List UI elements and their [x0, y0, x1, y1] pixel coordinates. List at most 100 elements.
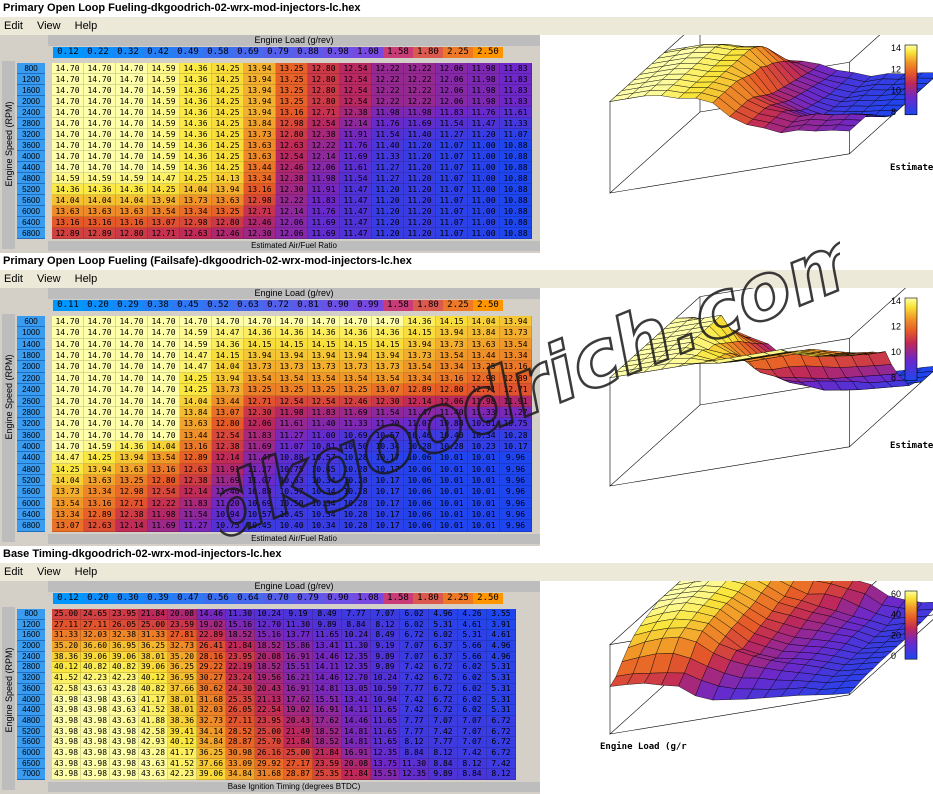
table-cell[interactable]: 26.05: [226, 705, 255, 716]
table-cell[interactable]: 14.70: [116, 372, 148, 385]
table-cell[interactable]: 10.57: [276, 486, 308, 498]
table-cell[interactable]: 13.63: [212, 195, 244, 206]
table-cell[interactable]: 10.01: [436, 509, 468, 521]
table-cell[interactable]: 11.83: [244, 429, 276, 441]
table-cell[interactable]: 11.20: [372, 228, 404, 239]
load-axis-cell[interactable]: 0.47: [173, 593, 203, 604]
table-cell[interactable]: 9.96: [500, 486, 532, 498]
table-cell[interactable]: 13.44: [180, 429, 212, 441]
table-cell[interactable]: 20.08: [342, 758, 371, 770]
table-cell[interactable]: 13.94: [340, 350, 372, 362]
table-cell[interactable]: 23.95: [110, 609, 139, 620]
table-cell[interactable]: 10.94: [371, 694, 400, 706]
table-cell[interactable]: 14.70: [116, 350, 148, 362]
table-cell[interactable]: 13.16: [244, 184, 276, 195]
table-cell[interactable]: 25.00: [284, 747, 313, 759]
table-cell[interactable]: 12.22: [148, 497, 180, 510]
table-cell[interactable]: 14.70: [84, 118, 116, 129]
table-cell[interactable]: 16.21: [284, 673, 313, 684]
table-cell[interactable]: 10.06: [404, 452, 436, 464]
table-cell[interactable]: 14.70: [84, 406, 116, 419]
table-cell[interactable]: 14.59: [148, 129, 180, 140]
table-cell[interactable]: 14.36: [116, 440, 148, 453]
table-cell[interactable]: 6.02: [458, 705, 487, 716]
table-cell[interactable]: 14.36: [212, 338, 244, 351]
table-cell[interactable]: 13.73: [244, 361, 276, 373]
table-cell[interactable]: 14.70: [84, 107, 116, 118]
table-cell[interactable]: 13.54: [372, 372, 404, 385]
table-cell[interactable]: 11.54: [436, 118, 468, 129]
table-cell[interactable]: 10.06: [404, 520, 436, 532]
table-cell[interactable]: 11.07: [436, 217, 468, 228]
table-cell[interactable]: 11.07: [436, 228, 468, 239]
table-cell[interactable]: 4.96: [487, 641, 516, 652]
load-axis-cell[interactable]: 0.90: [323, 300, 353, 311]
table-cell[interactable]: 11.20: [404, 228, 436, 239]
table-cell[interactable]: 14.25: [148, 184, 180, 195]
table-cell[interactable]: 25.00: [52, 609, 81, 620]
table-cell[interactable]: 7.07: [400, 641, 429, 652]
table-cell[interactable]: 11.00: [468, 217, 500, 228]
load-axis-cell[interactable]: 0.79: [293, 593, 323, 604]
table-cell[interactable]: 14.36: [340, 327, 372, 339]
table-cell[interactable]: 6.02: [429, 630, 458, 642]
table-cell[interactable]: 14.70: [84, 129, 116, 140]
rpm-axis-cell[interactable]: 2000: [17, 96, 45, 107]
table-cell[interactable]: 40.12: [52, 662, 81, 674]
table-cell[interactable]: 31.68: [197, 694, 226, 706]
table-cell[interactable]: 12.71: [148, 228, 180, 239]
table-cell[interactable]: 8.12: [400, 737, 429, 748]
table-cell[interactable]: 6.72: [487, 747, 516, 759]
table-cell[interactable]: 12.80: [276, 129, 308, 140]
table-cell[interactable]: 10.75: [276, 463, 308, 476]
table-cell[interactable]: 7.77: [400, 683, 429, 695]
table-cell[interactable]: 8.12: [487, 769, 516, 780]
table-cell[interactable]: 10.63: [276, 475, 308, 487]
table-cell[interactable]: 10.28: [340, 509, 372, 521]
table-cell[interactable]: 13.94: [148, 195, 180, 206]
table-cell[interactable]: 14.70: [52, 429, 84, 441]
table-cell[interactable]: 42.23: [110, 673, 139, 684]
table-cell[interactable]: 12.80: [148, 475, 180, 487]
table-cell[interactable]: 14.70: [148, 395, 180, 407]
table-cell[interactable]: 13.16: [276, 107, 308, 118]
table-cell[interactable]: 10.88: [500, 151, 532, 162]
load-axis-cell[interactable]: 0.79: [263, 47, 293, 58]
table-cell[interactable]: 11.98: [148, 509, 180, 521]
table-cell[interactable]: 31.33: [52, 630, 81, 642]
table-cell[interactable]: 10.23: [468, 440, 500, 453]
table-cell[interactable]: 10.01: [468, 452, 500, 464]
table-cell[interactable]: 11.69: [308, 228, 340, 239]
table-cell[interactable]: 11.07: [436, 184, 468, 195]
table-cell[interactable]: 11.20: [404, 217, 436, 228]
rpm-axis-cell[interactable]: 2400: [17, 384, 45, 396]
table-cell[interactable]: 12.14: [404, 395, 436, 407]
table-cell[interactable]: 11.00: [468, 228, 500, 239]
table-cell[interactable]: 10.34: [372, 440, 404, 453]
table-cell[interactable]: 11.20: [212, 497, 244, 510]
table-cell[interactable]: 13.73: [244, 129, 276, 140]
table-cell[interactable]: 10.24: [371, 673, 400, 684]
table-cell[interactable]: 7.77: [400, 715, 429, 727]
table-cell[interactable]: 14.36: [180, 85, 212, 96]
load-axis-cell[interactable]: 0.72: [263, 300, 293, 311]
table-cell[interactable]: 30.62: [197, 683, 226, 695]
table-cell[interactable]: 11.00: [468, 173, 500, 184]
rpm-axis-cell[interactable]: 6000: [17, 497, 45, 510]
table-cell[interactable]: 13.63: [116, 206, 148, 217]
table-cell[interactable]: 13.73: [52, 486, 84, 498]
table-cell[interactable]: 19.02: [284, 705, 313, 716]
load-axis-cell[interactable]: 0.11: [53, 300, 83, 311]
table-cell[interactable]: 6.37: [429, 641, 458, 652]
table-cell[interactable]: 14.70: [84, 151, 116, 162]
table-cell[interactable]: 12.63: [180, 228, 212, 239]
table-cell[interactable]: 43.28: [110, 683, 139, 695]
table-cell[interactable]: 10.01: [436, 452, 468, 464]
table-cell[interactable]: 10.28: [340, 463, 372, 476]
table-cell[interactable]: 22.19: [226, 662, 255, 674]
rpm-axis-cell[interactable]: 6800: [17, 520, 45, 532]
table-cell[interactable]: 10.01: [468, 520, 500, 532]
table-cell[interactable]: 35.20: [52, 641, 81, 652]
table-cell[interactable]: 11.47: [340, 206, 372, 217]
table-cell[interactable]: 14.25: [212, 151, 244, 162]
